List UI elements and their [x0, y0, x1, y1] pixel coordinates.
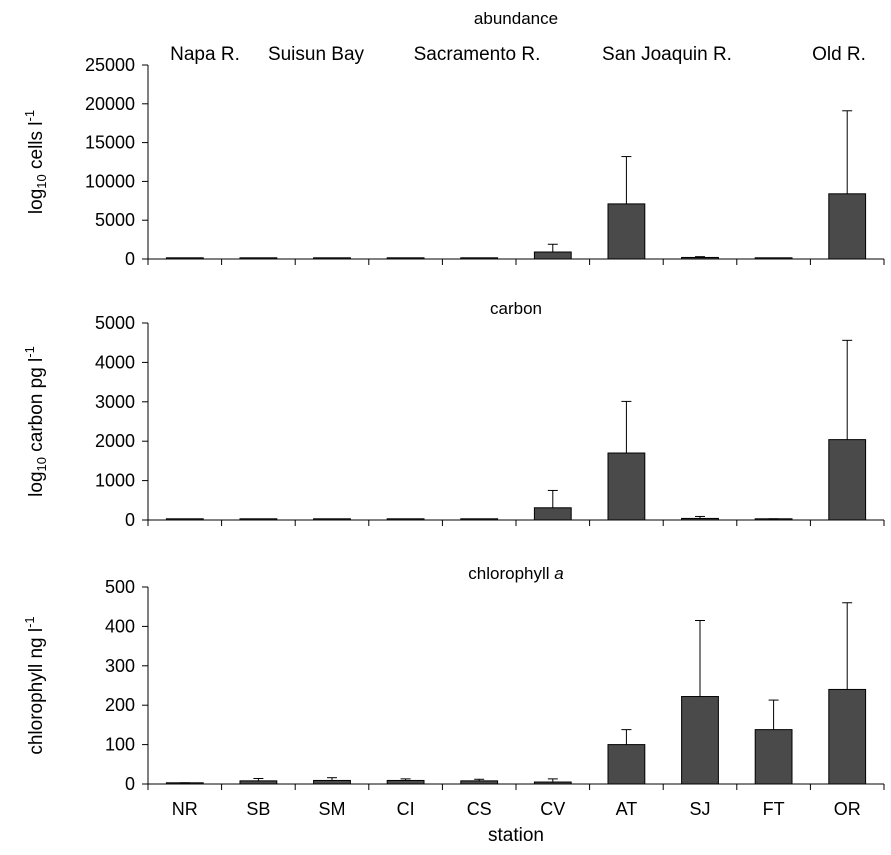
bar-ft [754, 257, 793, 260]
panel-title-text: carbon [490, 299, 542, 318]
y-tick-label: 200 [105, 695, 135, 715]
y-tick-label: 0 [125, 510, 135, 530]
y-axis-label-prefix: log [26, 471, 47, 496]
y-tick-label: 5000 [95, 210, 135, 230]
y-tick-label: 20000 [85, 94, 135, 114]
y-tick-label: 400 [105, 616, 135, 636]
y-tick-label: 1000 [95, 471, 135, 491]
x-tick-label: AT [616, 799, 638, 819]
panel-title-italic: a [554, 564, 563, 583]
bar-nr [165, 518, 204, 521]
bar-sm [313, 779, 351, 785]
panel-carbon: carbon 0 1000 2000 3000 4000 5000 log10 carbon … [22, 299, 885, 530]
y-axis-label-subscript: 10 [34, 174, 49, 188]
y-axis-label-subscript: 10 [34, 457, 49, 471]
region-label: Old R. [812, 44, 866, 65]
y-tick-label: 10000 [85, 171, 135, 191]
y-tick-label: 5000 [95, 313, 135, 333]
bar-ft [754, 729, 793, 785]
x-tick-label: SM [319, 799, 346, 819]
y-tick-label: 3000 [95, 392, 135, 412]
bar-sj [681, 696, 719, 785]
y-axis-label-superscript: -1 [22, 616, 37, 628]
y-axis-label-main: cells l [26, 121, 47, 174]
x-tick-label: CS [467, 799, 492, 819]
region-label: Suisun Bay [268, 44, 365, 65]
y-tick-label: 0 [125, 774, 135, 794]
y-axis-label-main: chlorophyll ng l [26, 628, 47, 755]
y-axis-label-prefix: log [26, 189, 47, 214]
bar-ci [386, 257, 425, 260]
y-tick-label: 500 [105, 577, 135, 597]
bar-sj [681, 517, 719, 521]
x-tick-label: NR [172, 799, 198, 819]
panel-abundance: abundance Napa R. Suisun Bay Sacramento R. S… [22, 9, 885, 269]
x-axis-label: station [488, 825, 544, 846]
bar-sb [239, 257, 278, 260]
bar-or [828, 439, 867, 521]
panel-title: abundance [474, 9, 558, 28]
bar-sb [239, 518, 278, 521]
bar-sj [681, 256, 719, 260]
bar-ci [386, 518, 425, 521]
y-tick-label: 0 [125, 249, 135, 269]
x-tick-label: SJ [689, 799, 710, 819]
bar-nr [165, 257, 204, 260]
y-tick-label: 15000 [85, 133, 135, 153]
bar-cv [533, 507, 572, 521]
x-tick-label: FT [763, 799, 785, 819]
y-axis-label: chlorophyll ng l-1 [22, 616, 47, 754]
region-label: Napa R. [170, 44, 240, 65]
x-tick-label: CV [540, 799, 565, 819]
bar-at [607, 452, 646, 521]
x-tick-label: OR [834, 799, 861, 819]
y-axis-label-main: carbon pg l [26, 358, 47, 457]
y-tick-label: 300 [105, 656, 135, 676]
y-axis-label: log10 cells l-1 [22, 110, 49, 214]
y-tick-label: 4000 [95, 352, 135, 372]
panel-title-text: chlorophyll [468, 564, 549, 583]
x-tick-label: SB [246, 799, 270, 819]
bar-or [828, 193, 867, 260]
y-tick-label: 100 [105, 735, 135, 755]
bar-cs [460, 780, 499, 785]
bar-at [607, 203, 646, 260]
panel-title-text: abundance [474, 9, 558, 28]
y-axis-label: log10 carbon pg l-1 [22, 346, 49, 497]
bar-ci [386, 779, 425, 785]
bar-cs [460, 518, 499, 521]
bar-sm [313, 518, 351, 521]
bar-cv [533, 251, 572, 260]
panel-chlorophyll: chlorophyll a 0 100 200 300 400 500 NR SB SM CI CS C… [22, 564, 885, 846]
bar-sb [239, 780, 278, 785]
y-tick-label: 2000 [95, 431, 135, 451]
y-tick-label: 25000 [85, 55, 135, 75]
y-axis-label-superscript: -1 [22, 110, 37, 122]
bar-cv [533, 781, 572, 785]
bar-cs [460, 257, 499, 260]
region-label: Sacramento R. [414, 44, 541, 65]
bar-sm [313, 257, 351, 260]
panel-title: carbon [490, 299, 542, 318]
region-label: San Joaquin R. [602, 44, 732, 65]
x-tick-label: CI [397, 799, 415, 819]
bar-or [828, 688, 867, 785]
y-axis-label-superscript: -1 [22, 346, 37, 358]
panel-title: chlorophyll a [468, 564, 563, 583]
bar-at [607, 744, 646, 785]
